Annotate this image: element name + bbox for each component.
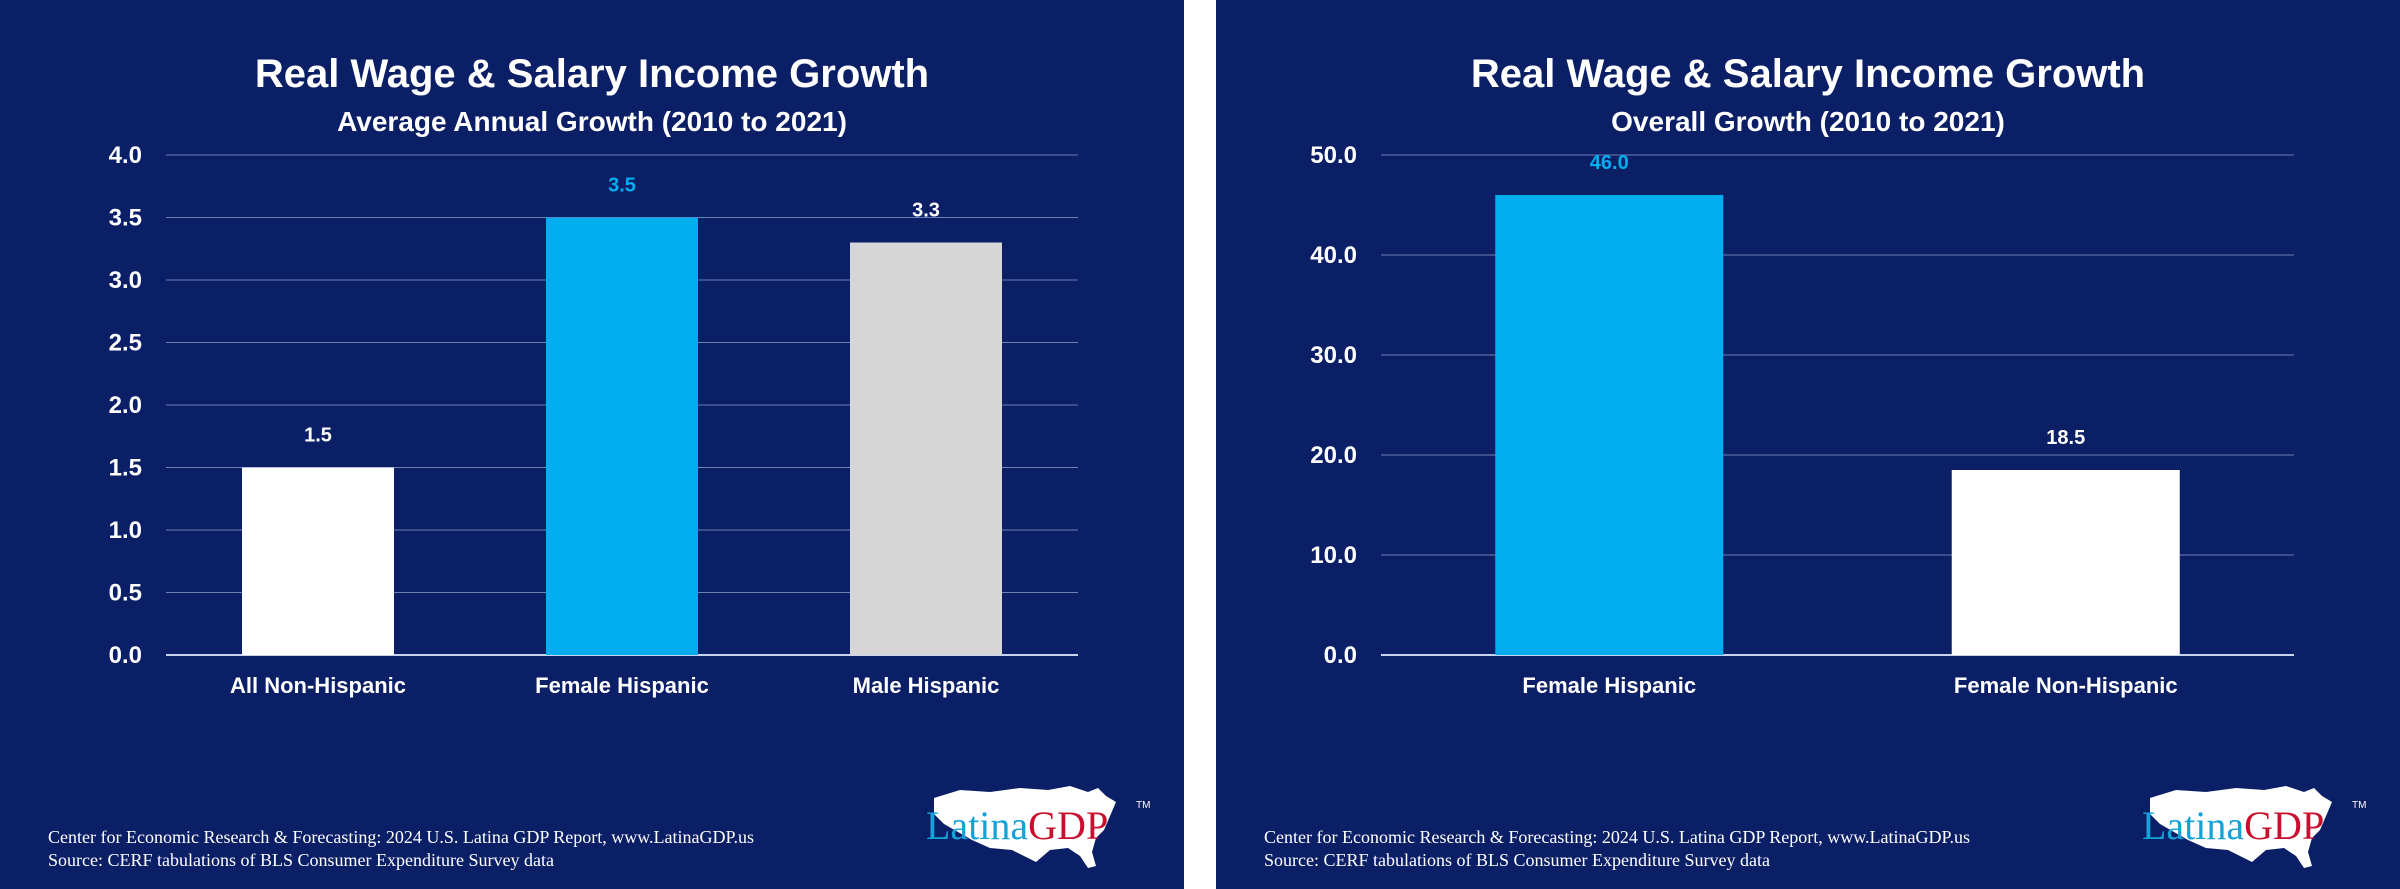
usa-map-icon: [934, 786, 1116, 868]
logo-latina-text: Latina: [2142, 803, 2245, 848]
y-tick-label: 20.0: [1310, 442, 1357, 469]
bar-chart-average-annual-growth: 0.0 0.5 1.0 1.5 2.0 2.5 3.0 3.5 4.0 1.5 All Non-Hi…: [109, 142, 1078, 698]
logo-latina-text: Latina: [926, 803, 1029, 848]
x-tick-label: Female Hispanic: [535, 673, 709, 698]
x-tick-label: All Non-Hispanic: [230, 673, 406, 698]
bar: [850, 242, 1002, 655]
x-tick-label: Male Hispanic: [853, 673, 1000, 698]
y-tick-label: 2.0: [109, 392, 142, 419]
data-label: 1.5: [304, 425, 332, 447]
footer-line-2: Source: CERF tabulations of BLS Consumer…: [1264, 850, 1770, 870]
latina-gdp-logo: LatinaGDP TM: [2136, 776, 2376, 876]
footer-line-1: Center for Economic Research & Forecasti…: [48, 827, 755, 847]
usa-map-icon: [2150, 786, 2332, 868]
y-tick-label: 2.5: [109, 330, 142, 357]
y-tick-label: 0.5: [109, 580, 142, 607]
chart-title: Real Wage & Salary Income Growth: [254, 52, 930, 96]
footer-citation: Center for Economic Research & Forecasti…: [1264, 826, 1970, 872]
footer-line-2: Source: CERF tabulations of BLS Consumer…: [48, 850, 554, 870]
data-label: 3.5: [608, 175, 636, 197]
chart-panel-left: Real Wage & Salary Income Growth Average…: [0, 0, 1184, 889]
logo-trademark: TM: [1136, 800, 1151, 811]
chart-subtitle: Average Annual Growth (2010 to 2021): [337, 106, 847, 137]
bar: [242, 467, 394, 655]
logo-gdp-text: GDP: [2244, 803, 2325, 848]
bar: [546, 217, 698, 655]
y-tick-label: 10.0: [1310, 542, 1357, 569]
logo-wordmark: LatinaGDP: [2142, 802, 2324, 849]
logo-trademark: TM: [2352, 800, 2367, 811]
y-tick-label: 1.5: [109, 455, 142, 482]
data-label: 46.0: [1590, 152, 1629, 174]
bar: [1951, 470, 2180, 655]
y-tick-label: 4.0: [109, 142, 142, 169]
y-tick-label: 1.0: [109, 517, 142, 544]
footer-citation: Center for Economic Research & Forecasti…: [48, 826, 754, 872]
logo-wordmark: LatinaGDP: [926, 802, 1108, 849]
y-tick-label: 30.0: [1310, 342, 1357, 369]
chart-subtitle: Overall Growth (2010 to 2021): [1611, 106, 2005, 137]
bar: [1495, 195, 1724, 655]
data-label: 3.3: [912, 200, 940, 222]
y-tick-label: 0.0: [109, 642, 142, 669]
x-tick-label: Female Non-Hispanic: [1954, 673, 2178, 698]
bar-chart-overall-growth: 0.0 10.0 20.0 30.0 40.0 50.0 46.0 Female Hispan…: [1310, 142, 2294, 698]
chart-panel-right: Real Wage & Salary Income Growth Overall…: [1216, 0, 2400, 889]
y-tick-label: 3.0: [109, 267, 142, 294]
x-tick-label: Female Hispanic: [1522, 673, 1696, 698]
y-tick-label: 40.0: [1310, 242, 1357, 269]
latina-gdp-logo: LatinaGDP TM: [920, 776, 1160, 876]
data-label: 18.5: [2046, 427, 2085, 449]
chart-title: Real Wage & Salary Income Growth: [1470, 52, 2146, 96]
footer-line-1: Center for Economic Research & Forecasti…: [1264, 827, 1971, 847]
y-tick-label: 0.0: [1324, 642, 1357, 669]
y-tick-label: 50.0: [1310, 142, 1357, 169]
y-tick-label: 3.5: [109, 205, 142, 232]
logo-gdp-text: GDP: [1028, 803, 1109, 848]
